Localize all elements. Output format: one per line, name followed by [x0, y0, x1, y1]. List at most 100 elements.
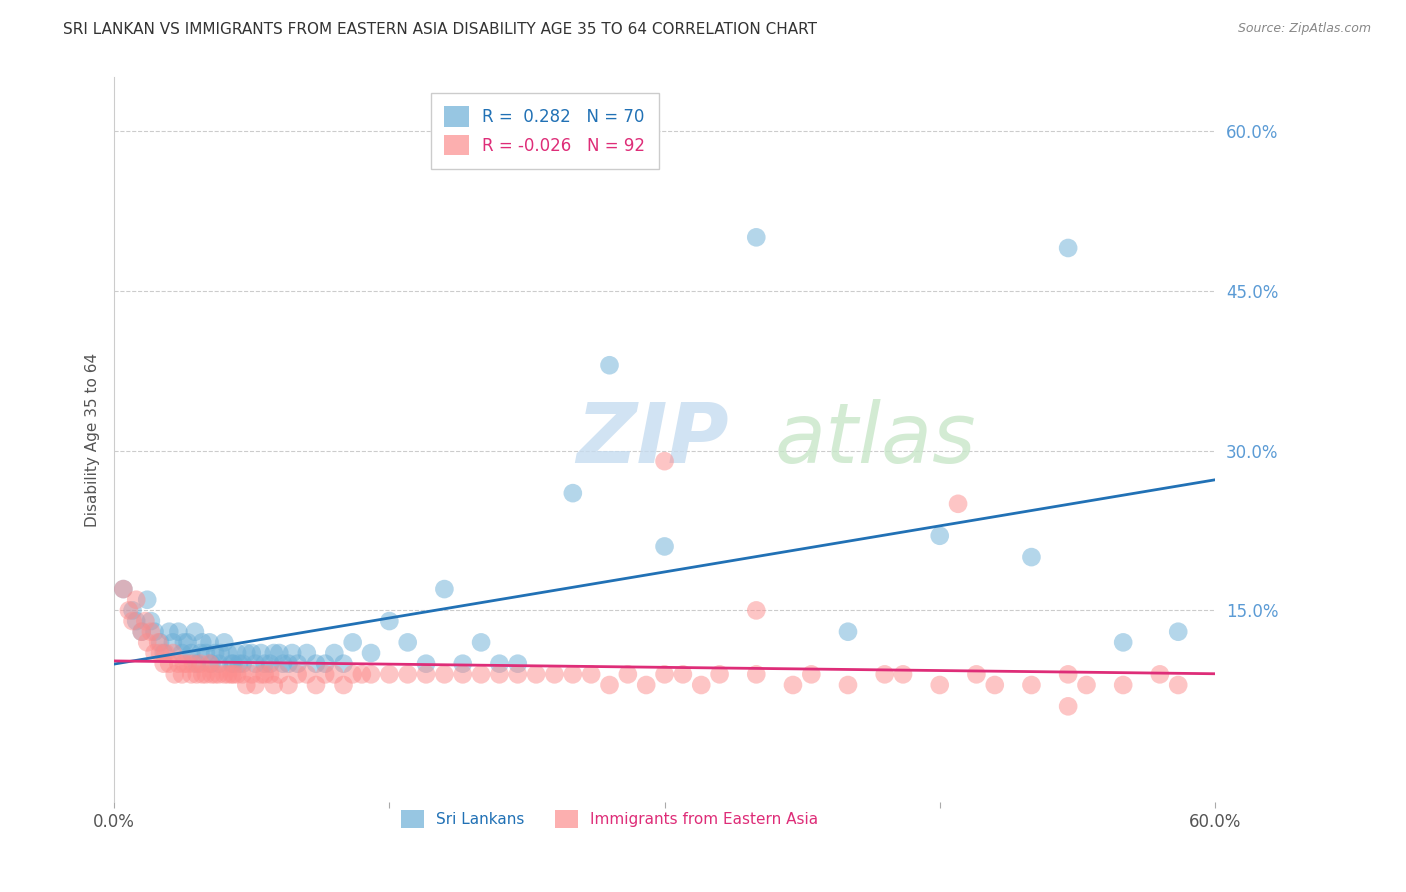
- Point: [506, 667, 529, 681]
- Point: [745, 603, 768, 617]
- Point: [250, 646, 273, 660]
- Text: ZIP: ZIP: [576, 400, 730, 481]
- Point: [173, 657, 195, 671]
- Point: [121, 614, 143, 628]
- Point: [162, 635, 184, 649]
- Point: [200, 667, 222, 681]
- Point: [143, 646, 166, 660]
- Point: [222, 657, 245, 671]
- Point: [873, 667, 896, 681]
- Point: [167, 624, 190, 639]
- Point: [561, 667, 583, 681]
- Point: [162, 646, 184, 660]
- Point: [305, 657, 328, 671]
- Point: [170, 646, 193, 660]
- Point: [176, 657, 198, 671]
- Point: [342, 667, 364, 681]
- Point: [167, 657, 190, 671]
- Point: [281, 646, 304, 660]
- Point: [396, 667, 419, 681]
- Point: [295, 667, 318, 681]
- Point: [139, 614, 162, 628]
- Point: [208, 667, 231, 681]
- Point: [984, 678, 1007, 692]
- Point: [745, 667, 768, 681]
- Point: [360, 667, 382, 681]
- Point: [208, 657, 231, 671]
- Point: [891, 667, 914, 681]
- Point: [186, 667, 208, 681]
- Point: [125, 592, 148, 607]
- Point: [1112, 635, 1135, 649]
- Point: [837, 624, 859, 639]
- Point: [782, 678, 804, 692]
- Point: [1112, 678, 1135, 692]
- Point: [1076, 678, 1098, 692]
- Point: [342, 635, 364, 649]
- Point: [745, 230, 768, 244]
- Point: [1167, 678, 1189, 692]
- Point: [654, 454, 676, 468]
- Point: [228, 657, 250, 671]
- Point: [287, 667, 309, 681]
- Legend: Sri Lankans, Immigrants from Eastern Asia: Sri Lankans, Immigrants from Eastern Asi…: [395, 804, 824, 835]
- Point: [221, 657, 243, 671]
- Point: [204, 667, 226, 681]
- Point: [173, 635, 195, 649]
- Point: [672, 667, 695, 681]
- Point: [143, 624, 166, 639]
- Point: [112, 582, 135, 596]
- Point: [709, 667, 731, 681]
- Point: [131, 624, 153, 639]
- Point: [157, 657, 180, 671]
- Point: [121, 603, 143, 617]
- Point: [152, 657, 174, 671]
- Point: [155, 646, 177, 660]
- Point: [180, 646, 202, 660]
- Point: [332, 678, 354, 692]
- Point: [181, 657, 204, 671]
- Point: [194, 667, 217, 681]
- Point: [1057, 699, 1080, 714]
- Point: [190, 657, 212, 671]
- Point: [561, 486, 583, 500]
- Point: [1057, 667, 1080, 681]
- Point: [235, 678, 257, 692]
- Y-axis label: Disability Age 35 to 64: Disability Age 35 to 64: [86, 353, 100, 527]
- Point: [277, 678, 299, 692]
- Point: [214, 635, 236, 649]
- Point: [350, 667, 373, 681]
- Point: [579, 667, 602, 681]
- Point: [269, 667, 291, 681]
- Point: [152, 646, 174, 660]
- Point: [191, 667, 214, 681]
- Point: [314, 667, 336, 681]
- Point: [214, 667, 236, 681]
- Point: [232, 657, 254, 671]
- Point: [323, 667, 346, 681]
- Point: [134, 614, 156, 628]
- Point: [1021, 678, 1043, 692]
- Point: [125, 614, 148, 628]
- Point: [157, 624, 180, 639]
- Point: [209, 646, 232, 660]
- Point: [170, 667, 193, 681]
- Point: [131, 624, 153, 639]
- Point: [149, 646, 172, 660]
- Point: [314, 657, 336, 671]
- Point: [222, 667, 245, 681]
- Point: [470, 635, 492, 649]
- Point: [118, 603, 141, 617]
- Point: [232, 667, 254, 681]
- Text: atlas: atlas: [775, 400, 976, 481]
- Point: [470, 667, 492, 681]
- Point: [198, 657, 221, 671]
- Point: [259, 667, 281, 681]
- Point: [415, 667, 437, 681]
- Point: [180, 667, 202, 681]
- Text: Source: ZipAtlas.com: Source: ZipAtlas.com: [1237, 22, 1371, 36]
- Point: [928, 529, 950, 543]
- Point: [654, 667, 676, 681]
- Point: [928, 678, 950, 692]
- Point: [226, 646, 249, 660]
